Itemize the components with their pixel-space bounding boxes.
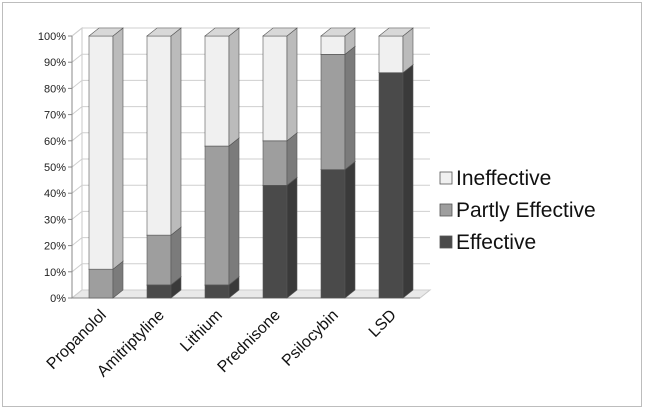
bar-segment (204, 27, 240, 147)
x-category-label: Prednisone (215, 307, 284, 376)
bar-front (146, 234, 172, 286)
y-tick-label: 20% (44, 241, 66, 253)
bar-top (146, 27, 182, 37)
bar-segment (262, 176, 298, 299)
bars (88, 27, 414, 299)
bar-side (170, 226, 182, 286)
bar-side (228, 27, 240, 147)
bar-front (88, 268, 114, 299)
bar-segment (378, 64, 414, 299)
y-tick-label: 70% (44, 110, 66, 122)
legend-swatch (439, 235, 453, 249)
gridlines (71, 27, 430, 299)
legend-swatch (439, 203, 453, 217)
bar-side (228, 137, 240, 286)
gridline (71, 237, 430, 246)
bar-front (262, 35, 288, 142)
bar-front (378, 35, 404, 73)
x-category-label: Lithium (177, 307, 225, 355)
bar-front (320, 169, 346, 299)
gridline (71, 27, 430, 37)
bar-front (320, 54, 346, 170)
gridline (71, 210, 430, 220)
x-category-label: Psilocybin (279, 307, 342, 370)
bar-front (378, 72, 404, 299)
gridline (71, 184, 430, 194)
bar-stack-prednisone (262, 27, 298, 299)
bar-front (146, 35, 172, 236)
bar-stack-lsd (378, 27, 414, 299)
bar-top (320, 27, 356, 37)
gridline (71, 263, 430, 273)
bar-side (286, 27, 298, 142)
y-tick-label: 40% (44, 188, 66, 200)
bar-top (88, 27, 124, 37)
bar-segment (262, 132, 298, 186)
bar-side (112, 27, 124, 270)
y-tick-label: 100% (38, 31, 66, 43)
y-tick-label: 10% (44, 267, 66, 279)
bar-segment (320, 45, 356, 171)
bar-stack-lithium (204, 27, 240, 299)
bar-front (262, 185, 288, 299)
bar-side (344, 160, 356, 299)
y-axis-ticks: 0% 10% 20% 30% 40% 50% 60% 70% 80% 90% 100% (38, 31, 420, 305)
bar-stack-propanolol (88, 27, 124, 299)
gridline (71, 289, 430, 299)
bar-side (344, 45, 356, 171)
legend-label: Effective (456, 231, 536, 254)
bar-segment (204, 137, 240, 286)
gridline (71, 132, 430, 142)
y-tick-label: 90% (44, 57, 66, 69)
legend-item: Effective (439, 231, 536, 254)
bar-segment (320, 160, 356, 299)
bar-segment (146, 27, 182, 236)
bar-top (262, 27, 298, 37)
gridline (71, 53, 430, 63)
bar-segment (320, 27, 356, 55)
bar-front (204, 35, 230, 147)
bar-segment (88, 27, 124, 270)
bar-side (286, 176, 298, 299)
bar-segment (262, 27, 298, 142)
legend-swatch (439, 171, 453, 185)
bar-segment (146, 226, 182, 286)
gridline (71, 158, 430, 168)
y-tick-label: 50% (44, 162, 66, 174)
y-tick-label: 0% (50, 293, 66, 305)
bar-top (204, 27, 240, 37)
bar-side (170, 27, 182, 236)
bar-side (402, 64, 414, 299)
legend-label: Ineffective (456, 167, 551, 190)
bar-stack-amitriptyline (146, 27, 182, 299)
bar-front (204, 284, 230, 299)
bar-front (320, 35, 346, 55)
bar-side (286, 132, 298, 186)
x-category-label: LSD (366, 307, 400, 341)
bar-front (204, 145, 230, 286)
legend-label: Partly Effective (456, 199, 596, 222)
legend-item: Partly Effective (439, 199, 596, 222)
gridline (71, 79, 430, 89)
y-tick-label: 30% (44, 214, 66, 226)
bar-stack-psilocybin (320, 27, 356, 299)
legend-item: Ineffective (439, 167, 551, 190)
gridline (71, 106, 430, 115)
legend: Ineffective Partly Effective Effective (439, 167, 596, 254)
y-tick-label: 60% (44, 136, 66, 148)
floor (70, 289, 432, 299)
plot-walls (70, 26, 432, 300)
bar-front (88, 35, 114, 270)
y-tick-label: 80% (44, 83, 66, 95)
bar-front (262, 140, 288, 186)
bar-segment (378, 27, 414, 74)
bar-top (378, 27, 414, 37)
chart-frame (2, 2, 642, 407)
bar-front (146, 284, 172, 299)
